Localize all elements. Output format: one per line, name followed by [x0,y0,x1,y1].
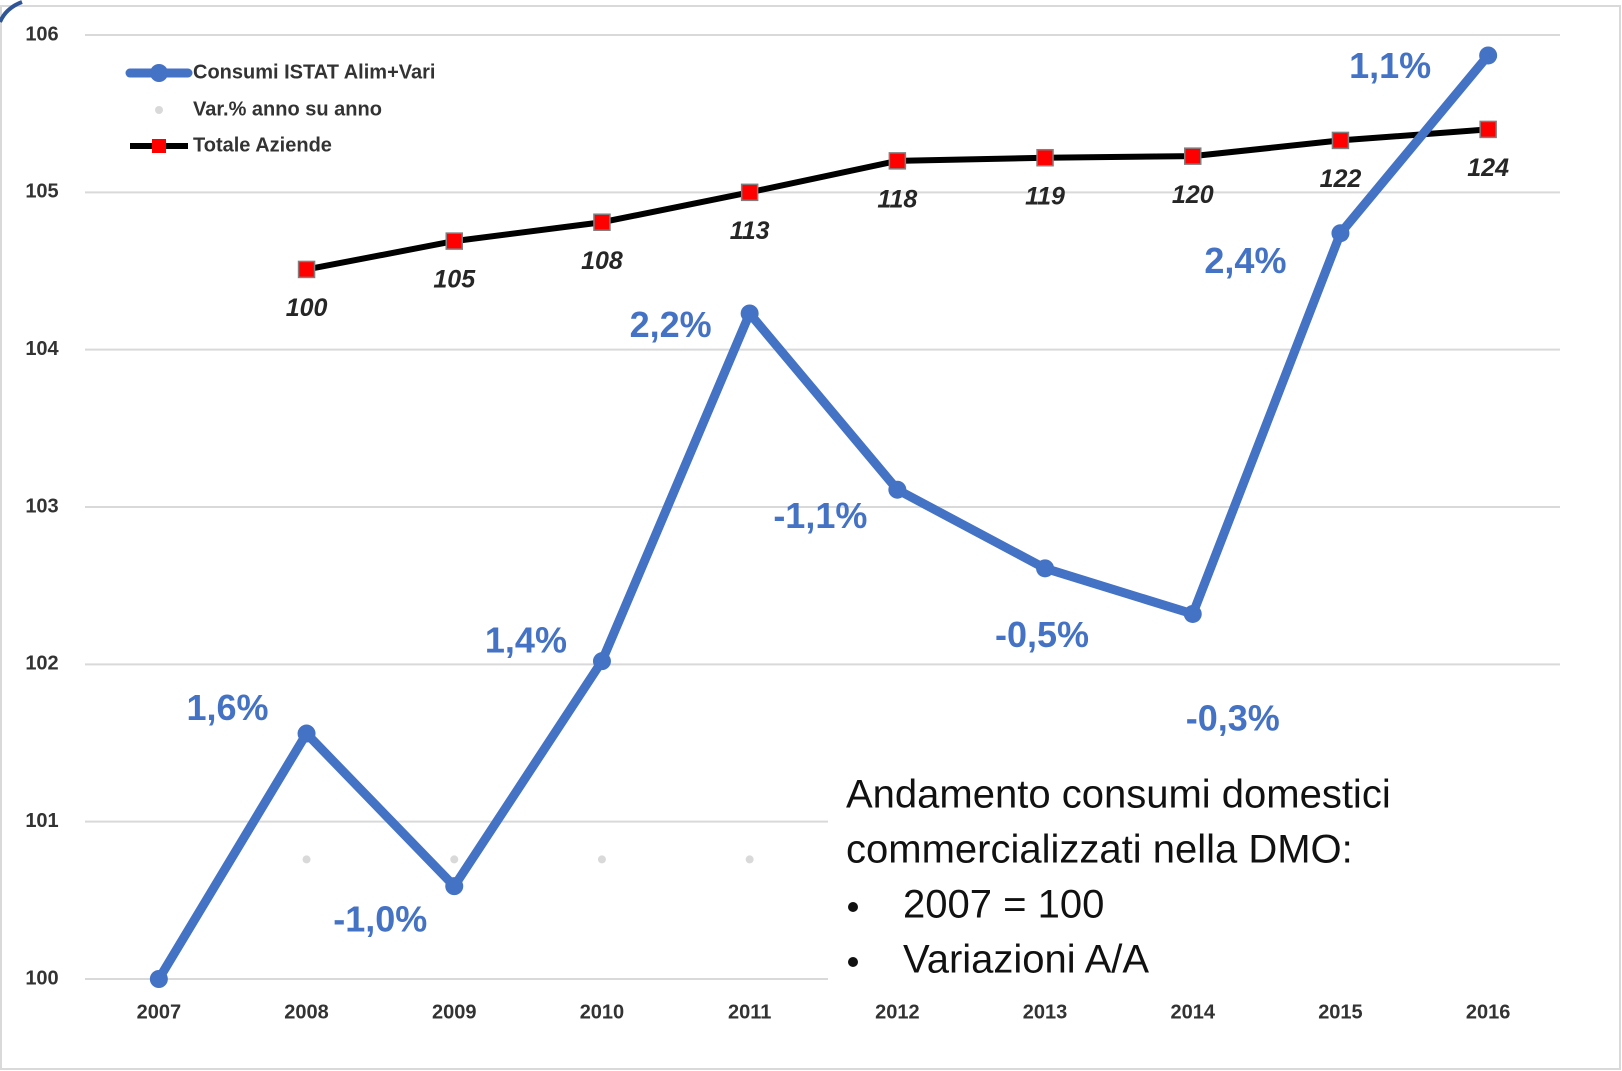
series-marker [888,480,907,499]
point-label: -1,0% [333,899,427,940]
y-tick-label: 103 [25,495,58,517]
var-marker [450,855,459,864]
series-marker [740,304,759,323]
series-marker [1479,46,1498,65]
point-label: 1,4% [485,620,567,661]
series-marker [740,183,759,202]
y-tick-label: 104 [25,338,59,360]
point-label: 100 [286,294,328,322]
x-tick-label: 2011 [728,1001,771,1023]
bullet-dot [848,902,858,912]
y-tick-label: 102 [25,653,58,675]
legend-label: Totale Aziende [193,134,332,156]
point-label: 118 [877,185,917,213]
point-label: 122 [1320,165,1362,193]
series-marker [1479,120,1497,139]
y-tick-label: 105 [25,181,58,203]
note-bullet: Variazioni A/A [903,938,1149,982]
point-label: 1,1% [1349,45,1431,86]
x-tick-label: 2012 [875,1001,920,1023]
x-tick-label: 2014 [1171,1001,1216,1023]
var-marker [745,855,754,864]
series-marker [1184,147,1202,165]
point-label: -0,5% [995,614,1089,655]
legend-label: Consumi ISTAT Alim+Vari [193,61,435,83]
series-marker [1183,604,1202,623]
series-marker [1331,131,1350,150]
point-label: 1,6% [187,687,269,728]
series-marker [888,152,907,170]
point-label: 2,2% [630,304,712,345]
var-marker [302,855,311,864]
x-tick-label: 2015 [1318,1001,1363,1023]
series-marker [445,232,463,250]
series-marker [297,724,316,743]
note-box [828,765,1560,990]
legend-label: Var.% anno su anno [193,98,382,120]
note-line: Andamento consumi domestici [846,773,1391,817]
note-line: commercializzati nella DMO: [846,828,1353,872]
point-label: 119 [1025,182,1065,210]
point-label: 113 [730,217,770,245]
point-label: 2,4% [1204,240,1286,281]
legend-marker [150,64,168,82]
legend-marker [155,106,163,114]
y-tick-label: 100 [25,967,58,989]
series-marker [1036,148,1054,167]
legend-marker [152,139,166,153]
series-line [154,52,1492,982]
x-tick-label: 2016 [1466,1001,1511,1023]
point-label: 108 [581,247,623,275]
x-tick-label: 2013 [1023,1001,1068,1023]
x-tick-label: 2009 [432,1001,477,1023]
y-tick-label: 106 [25,23,58,45]
series-marker [445,877,464,896]
var-marker [597,855,606,864]
point-label: -1,1% [773,495,867,536]
x-tick-label: 2008 [284,1001,329,1023]
x-tick-label: 2010 [580,1001,625,1023]
x-tick-label: 2007 [137,1001,182,1023]
point-label: -0,3% [1186,698,1280,739]
series-marker [592,652,611,671]
series-marker [1331,224,1350,243]
series-marker [297,260,316,279]
bullet-dot [848,957,858,967]
corner-decoration [0,0,23,23]
point-label: 105 [433,266,476,294]
y-tick-label: 101 [25,810,58,832]
note-bullet: 2007 = 100 [903,883,1104,927]
series-marker [593,213,611,231]
series-marker [149,970,168,988]
point-label: 120 [1172,181,1214,209]
series-marker [1036,559,1055,578]
point-label: 124 [1467,154,1509,182]
